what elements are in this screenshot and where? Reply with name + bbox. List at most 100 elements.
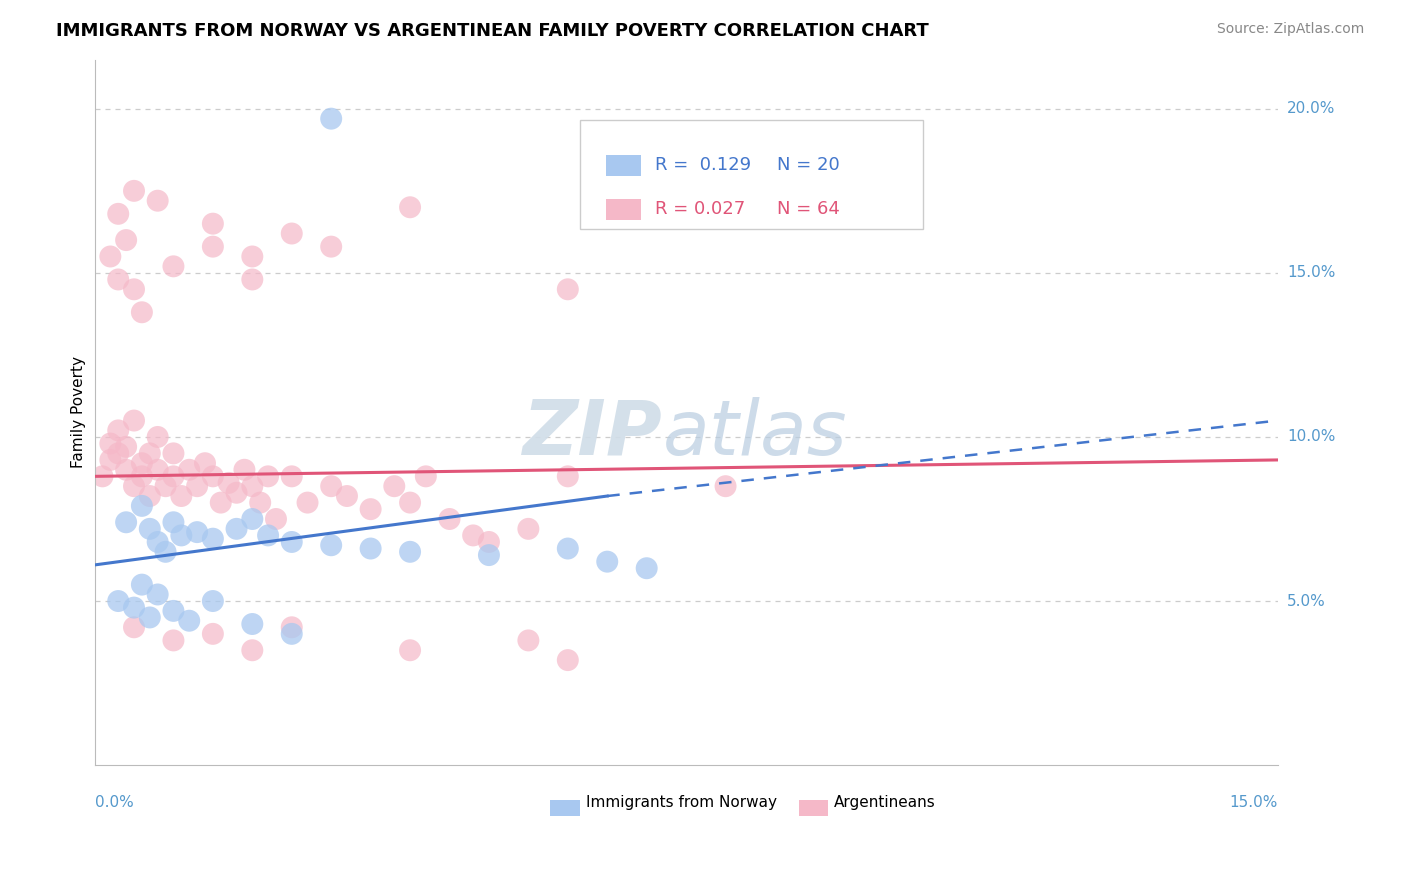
Point [179,463,201,477]
Point [557,653,579,667]
Point [233,463,256,477]
Text: IMMIGRANTS FROM NORWAY VS ARGENTINEAN FAMILY POVERTY CORRELATION CHART: IMMIGRANTS FROM NORWAY VS ARGENTINEAN FA… [56,22,929,40]
Point [297,495,319,509]
FancyBboxPatch shape [579,120,922,229]
Point [240,272,263,286]
Point [162,469,184,483]
Point [122,600,145,615]
Point [201,469,224,483]
Text: N = 20: N = 20 [778,156,839,175]
Point [478,535,501,549]
Point [321,240,343,254]
Text: R = 0.027: R = 0.027 [655,200,745,219]
Text: Argentineans: Argentineans [834,796,936,811]
Point [162,260,184,274]
Point [281,620,304,634]
Point [439,512,461,526]
Point [146,463,169,477]
Point [240,512,263,526]
Point [399,200,422,214]
Text: Source: ZipAtlas.com: Source: ZipAtlas.com [1216,22,1364,37]
Point [281,227,304,241]
Point [131,499,153,513]
Point [240,479,263,493]
Point [257,528,280,542]
Point [139,489,162,503]
Point [122,479,145,493]
Point [107,207,129,221]
Bar [799,800,828,816]
Text: Immigrants from Norway: Immigrants from Norway [585,796,776,811]
Point [131,577,153,591]
Point [186,479,208,493]
Point [146,535,169,549]
Point [517,522,540,536]
Point [162,633,184,648]
Point [98,250,121,264]
Point [107,446,129,460]
Point [115,440,138,454]
Y-axis label: Family Poverty: Family Poverty [72,356,86,468]
Point [321,479,343,493]
Point [557,469,579,483]
Point [240,250,263,264]
Point [139,522,162,536]
Point [98,436,121,450]
Point [399,495,422,509]
Point [415,469,437,483]
Text: N = 64: N = 64 [778,200,841,219]
Point [225,522,247,536]
Point [281,627,304,641]
Point [201,217,224,231]
Point [478,548,501,562]
Point [115,516,138,530]
Point [360,541,382,556]
Point [107,424,129,438]
Point [155,479,177,493]
Point [98,453,121,467]
Text: atlas: atlas [662,397,846,470]
Point [517,633,540,648]
Point [146,430,169,444]
Point [162,446,184,460]
Point [139,610,162,624]
Point [201,532,224,546]
Point [218,475,240,490]
Text: 15.0%: 15.0% [1229,796,1278,811]
Point [264,512,287,526]
Point [115,463,138,477]
Point [281,535,304,549]
Text: 5.0%: 5.0% [1286,593,1326,608]
Point [122,413,145,427]
Point [122,282,145,296]
Text: ZIP: ZIP [523,397,662,470]
Point [122,620,145,634]
Point [186,525,208,540]
Bar [606,155,641,176]
Point [162,516,184,530]
Point [131,305,153,319]
Point [360,502,382,516]
Text: R =  0.129: R = 0.129 [655,156,751,175]
Point [131,469,153,483]
Point [399,545,422,559]
Point [249,495,271,509]
Text: 10.0%: 10.0% [1286,429,1336,444]
Point [107,272,129,286]
Point [162,604,184,618]
Point [139,446,162,460]
Point [170,489,193,503]
Point [399,643,422,657]
Point [122,184,145,198]
Point [336,489,359,503]
Point [194,456,217,470]
Text: 20.0%: 20.0% [1286,102,1336,116]
Point [155,545,177,559]
Point [131,456,153,470]
Point [201,240,224,254]
Point [225,485,247,500]
Point [281,469,304,483]
Point [107,594,129,608]
Point [636,561,658,575]
Point [146,587,169,601]
